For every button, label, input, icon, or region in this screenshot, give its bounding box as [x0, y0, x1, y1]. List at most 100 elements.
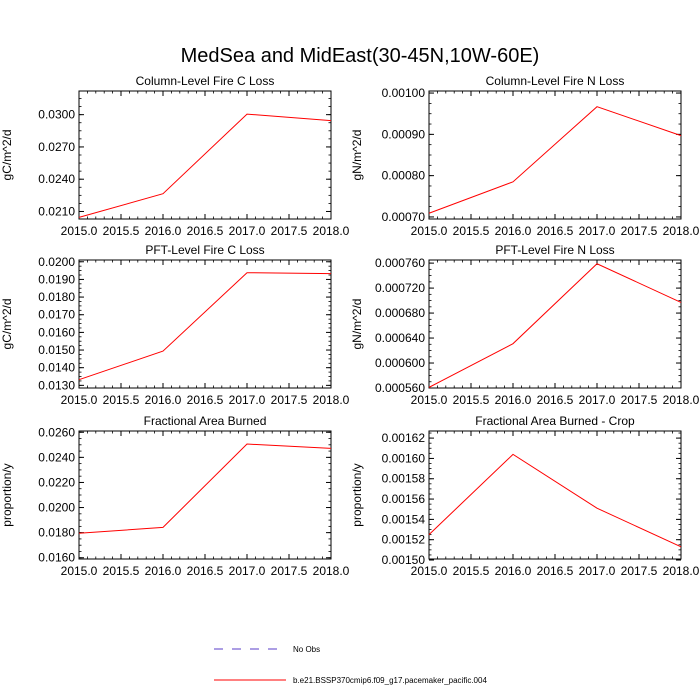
series-line	[78, 272, 332, 381]
y-tick-label: 0.0190	[38, 272, 75, 286]
x-tick-label: 2017.0	[229, 393, 266, 407]
x-tick-label: 2015.0	[61, 393, 98, 407]
y-axis-label: gN/m^2/d	[350, 130, 364, 181]
legend: No Obs b.e21.BSSP370cmip6.f09_g17.pacema…	[214, 645, 487, 685]
x-tick-label: 2018.0	[313, 224, 350, 238]
series-line	[78, 443, 332, 534]
panel-6: Fractional Area Burned - Crop proportion/…	[350, 414, 700, 578]
y-tick-label: 0.0150	[38, 343, 75, 357]
x-tick-label: 2017.0	[229, 224, 266, 238]
x-tick-label: 2017.0	[579, 224, 616, 238]
series-line	[428, 453, 682, 548]
y-tick-label: 0.00158	[382, 472, 426, 486]
y-tick-label: 0.0160	[38, 325, 75, 339]
y-axis-label: proportion/y	[350, 463, 364, 526]
series-line	[78, 113, 332, 218]
y-tick-label: 0.0170	[38, 308, 75, 322]
x-tick-label: 2016.0	[495, 564, 532, 578]
series-line	[428, 106, 682, 214]
x-tick-label: 2015.5	[453, 564, 490, 578]
y-tick-label: 0.0140	[38, 361, 75, 375]
panel-title: PFT-Level Fire N Loss	[495, 243, 614, 257]
panel-title: Fractional Area Burned - Crop	[475, 414, 635, 428]
x-tick-label: 2018.0	[313, 393, 350, 407]
y-tick-label: 0.00154	[382, 512, 426, 526]
y-tick-label: 0.0200	[38, 255, 75, 269]
x-tick-label: 2017.5	[271, 393, 308, 407]
panels: Column-Level Fire C Loss gC/m^2/d 2015.0 20…	[0, 74, 700, 578]
x-tick-label: 2016.0	[495, 224, 532, 238]
x-tick-label: 2015.0	[411, 393, 448, 407]
x-tick-label: 2015.5	[453, 224, 490, 238]
x-tick-label: 2015.0	[411, 564, 448, 578]
panel-5: Fractional Area Burned proportion/y 2015.0…	[0, 414, 350, 578]
x-tick-label: 2018.0	[663, 393, 700, 407]
y-tick-label: 0.0180	[38, 290, 75, 304]
y-tick-label: 0.000680	[375, 306, 425, 320]
y-axis-label: gC/m^2/d	[0, 299, 14, 350]
x-tick-label: 2015.0	[411, 224, 448, 238]
x-tick-label: 2017.5	[621, 393, 658, 407]
y-tick-label: 0.0240	[38, 172, 75, 186]
y-tick-label: 0.00152	[382, 533, 426, 547]
y-tick-label: 0.0200	[38, 501, 75, 515]
y-tick-label: 0.000600	[375, 356, 425, 370]
x-tick-label: 2016.5	[187, 224, 224, 238]
y-tick-label: 0.00156	[382, 492, 426, 506]
x-tick-label: 2016.5	[537, 564, 574, 578]
x-tick-label: 2015.5	[103, 224, 140, 238]
x-tick-label: 2016.5	[187, 393, 224, 407]
y-axis-label: gC/m^2/d	[0, 130, 14, 181]
x-tick-label: 2016.0	[145, 564, 182, 578]
y-tick-label: 0.0160	[38, 551, 75, 565]
x-tick-label: 2015.5	[103, 393, 140, 407]
y-tick-label: 0.0240	[38, 450, 75, 464]
y-tick-label: 0.00160	[382, 451, 426, 465]
y-tick-label: 0.0300	[38, 108, 75, 122]
y-tick-label: 0.0180	[38, 526, 75, 540]
legend-model-label: b.e21.BSSP370cmip6.f09_g17.pacemaker_pac…	[293, 676, 487, 685]
x-tick-label: 2018.0	[663, 564, 700, 578]
y-tick-label: 0.0210	[38, 204, 75, 218]
x-tick-label: 2016.5	[537, 224, 574, 238]
panel-title: PFT-Level Fire C Loss	[145, 243, 264, 257]
x-tick-label: 2016.0	[145, 393, 182, 407]
x-tick-label: 2017.5	[621, 564, 658, 578]
x-tick-label: 2016.5	[187, 564, 224, 578]
x-tick-label: 2016.0	[145, 224, 182, 238]
y-tick-label: 0.000720	[375, 281, 425, 295]
panel-2: Column-Level Fire N Loss gN/m^2/d 2015.0 20…	[350, 74, 700, 238]
x-tick-label: 2015.5	[103, 564, 140, 578]
x-tick-label: 2017.5	[621, 224, 658, 238]
panel-3: PFT-Level Fire C Loss gC/m^2/d 2015.0 2015.…	[0, 243, 350, 407]
panel-title: Column-Level Fire N Loss	[486, 74, 625, 88]
y-tick-label: 0.0270	[38, 140, 75, 154]
panel-4: PFT-Level Fire N Loss gN/m^2/d 2015.0 2015.…	[350, 243, 700, 407]
x-tick-label: 2017.0	[579, 564, 616, 578]
x-tick-label: 2015.5	[453, 393, 490, 407]
y-tick-label: 0.000560	[375, 381, 425, 395]
y-tick-label: 0.000760	[375, 256, 425, 270]
x-tick-label: 2017.0	[579, 393, 616, 407]
legend-obs-label: No Obs	[293, 645, 320, 654]
x-tick-label: 2017.0	[229, 564, 266, 578]
y-tick-label: 0.00090	[382, 127, 426, 141]
panel-title: Fractional Area Burned	[144, 414, 267, 428]
x-tick-label: 2015.0	[61, 224, 98, 238]
x-tick-label: 2018.0	[663, 224, 700, 238]
y-tick-label: 0.00080	[382, 169, 426, 183]
series-line	[428, 263, 682, 388]
y-tick-label: 0.00162	[382, 431, 426, 445]
panel-1: Column-Level Fire C Loss gC/m^2/d 2015.0 20…	[0, 74, 350, 238]
x-tick-label: 2017.5	[271, 564, 308, 578]
x-tick-label: 2017.5	[271, 224, 308, 238]
y-tick-label: 0.000640	[375, 331, 425, 345]
y-tick-label: 0.0260	[38, 425, 75, 439]
x-tick-label: 2015.0	[61, 564, 98, 578]
x-tick-label: 2018.0	[313, 564, 350, 578]
figure-title: MedSea and MidEast(30-45N,10W-60E)	[181, 45, 540, 67]
y-axis-label: proportion/y	[0, 463, 14, 526]
y-axis-label: gN/m^2/d	[350, 299, 364, 350]
